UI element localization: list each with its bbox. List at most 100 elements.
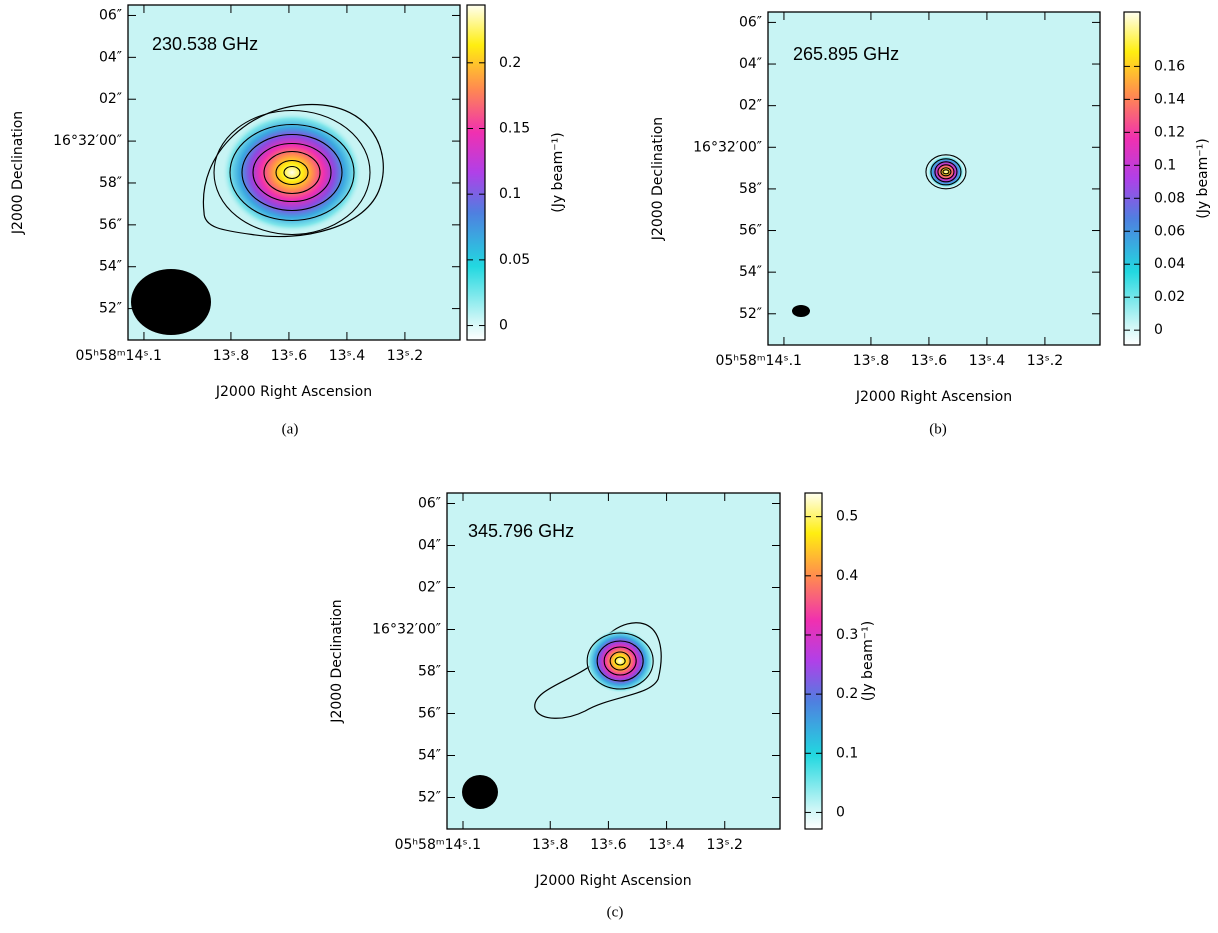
source (927, 155, 964, 188)
y-tick-label: 52″ (418, 790, 441, 806)
contour (213, 109, 371, 236)
contour (229, 123, 355, 222)
y-axis-label: J2000 Declination (329, 599, 345, 723)
colorbar-tick-label: 0.12 (1154, 124, 1185, 140)
x-tick-label: 05ʰ58ᵐ14ˢ.1 (76, 348, 162, 364)
source (586, 629, 655, 693)
colorbar-tick-label: 0.08 (1154, 190, 1185, 206)
map-title: 230.538 GHz (152, 34, 258, 54)
x-tick-label: 13ˢ.6 (271, 348, 307, 364)
beam (462, 775, 498, 809)
x-axis-label: J2000 Right Ascension (534, 873, 691, 889)
x-tick-label: 13ˢ.8 (853, 353, 889, 369)
colorbar-tick-label: 0.16 (1154, 58, 1185, 74)
x-tick-label: 05ʰ58ᵐ14ˢ.1 (395, 837, 481, 853)
outer-contour (534, 622, 662, 719)
y-tick-label: 02″ (418, 580, 441, 596)
x-axis-label: J2000 Right Ascension (855, 389, 1012, 405)
y-tick-label: 52″ (99, 301, 122, 317)
x-tick-label: 13ˢ.2 (1027, 353, 1063, 369)
y-axis-label: J2000 Declination (10, 111, 26, 235)
y-tick-label: 02″ (739, 98, 762, 114)
y-axis-label: J2000 Declination (650, 117, 666, 241)
x-tick-label: 13ˢ.2 (387, 348, 423, 364)
y-tick-label: 04″ (418, 538, 441, 554)
x-tick-label: 13ˢ.6 (911, 353, 947, 369)
contour (241, 133, 343, 212)
y-tick-label: 58″ (418, 664, 441, 680)
map-frame (446, 492, 781, 830)
y-tick-label: 16°32′00″ (693, 139, 762, 155)
map-frame (767, 11, 1101, 346)
y-tick-label: 54″ (418, 748, 441, 764)
contour (930, 158, 962, 186)
contour (283, 165, 301, 180)
contour (603, 646, 637, 676)
contour (252, 142, 332, 203)
y-tick-label: 06″ (418, 496, 441, 512)
y-tick-label: 16°32′00″ (372, 622, 441, 638)
x-tick-label: 13ˢ.4 (969, 353, 1005, 369)
x-tick-label: 13ˢ.6 (590, 837, 626, 853)
source (222, 112, 363, 233)
x-tick-label: 13ˢ.4 (329, 348, 365, 364)
colorbar-tick-label: 0.2 (499, 55, 521, 71)
x-tick-label: 13ˢ.8 (213, 348, 249, 364)
colorbar-tick-label: 0.3 (836, 627, 858, 643)
colorbar-label: (Jy beam⁻¹) (550, 132, 566, 213)
x-tick-label: 13ˢ.2 (707, 837, 743, 853)
y-tick-label: 04″ (739, 56, 762, 72)
y-tick-label: 04″ (99, 49, 122, 65)
y-tick-label: 56″ (739, 223, 762, 239)
colorbar (466, 4, 486, 341)
x-tick-label: 05ʰ58ᵐ14ˢ.1 (716, 353, 802, 369)
colorbar (804, 492, 823, 830)
caption: (a) (282, 421, 299, 437)
colorbar-tick-label: 0.05 (499, 252, 530, 268)
beam (792, 305, 810, 317)
contour (586, 632, 654, 690)
contour (925, 154, 967, 190)
caption: (c) (607, 904, 624, 920)
x-tick-label: 13ˢ.8 (532, 837, 568, 853)
colorbar-tick-label: 0.02 (1154, 289, 1185, 305)
colorbar-tick-label: 0.14 (1154, 91, 1185, 107)
contour (940, 167, 952, 177)
colorbar-label: (Jy beam⁻¹) (1195, 138, 1211, 219)
contour (263, 150, 321, 195)
x-tick-label: 13ˢ.4 (648, 837, 684, 853)
y-tick-label: 02″ (99, 91, 122, 107)
caption: (b) (929, 421, 947, 437)
contour (937, 164, 955, 180)
colorbar-tick-label: 0.1 (499, 186, 521, 202)
contour (942, 169, 950, 175)
contour (609, 651, 631, 671)
colorbar-tick-label: 0.2 (836, 686, 858, 702)
colorbar-label: (Jy beam⁻¹) (860, 621, 876, 702)
y-tick-label: 54″ (739, 264, 762, 280)
x-axis-label: J2000 Right Ascension (215, 384, 372, 400)
colorbar-tick-label: 0.06 (1154, 223, 1185, 239)
contour (614, 656, 626, 666)
y-tick-label: 58″ (99, 175, 122, 191)
y-tick-label: 58″ (739, 181, 762, 197)
colorbar (1123, 11, 1141, 346)
colorbar-tick-label: 0.5 (836, 509, 858, 525)
y-tick-label: 06″ (739, 14, 762, 30)
y-tick-label: 16°32′00″ (53, 133, 122, 149)
contour (934, 161, 958, 183)
colorbar-tick-label: 0.1 (836, 745, 858, 761)
beam (131, 269, 211, 335)
colorbar-tick-label: 0.1 (1154, 157, 1176, 173)
y-tick-label: 54″ (99, 259, 122, 275)
colorbar-tick-label: 0.4 (836, 568, 858, 584)
map-title: 345.796 GHz (468, 521, 574, 541)
contour (596, 640, 644, 682)
contour (275, 159, 309, 186)
colorbar-tick-label: 0 (499, 318, 508, 334)
map-title: 265.895 GHz (793, 44, 899, 64)
outer-contour (202, 103, 384, 238)
colorbar-tick-label: 0 (1154, 322, 1163, 338)
y-tick-label: 06″ (99, 7, 122, 23)
